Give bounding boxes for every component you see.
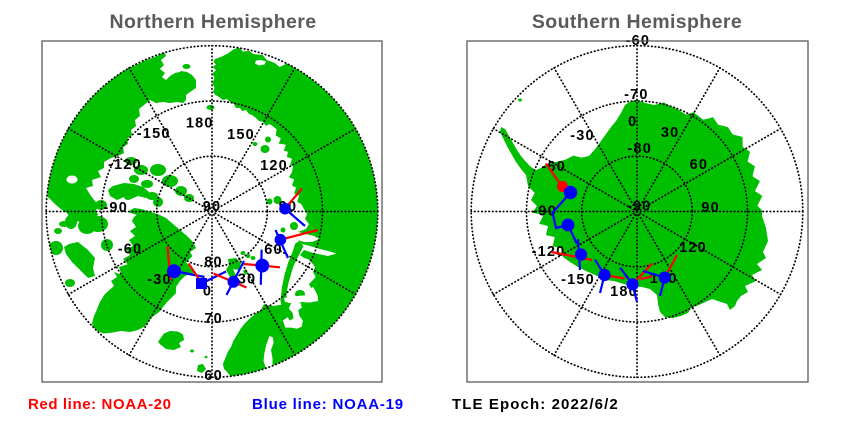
svg-text:80: 80 <box>204 255 223 271</box>
svg-text:-90: -90 <box>103 200 128 216</box>
svg-text:120: 120 <box>260 158 288 174</box>
svg-text:0: 0 <box>203 284 212 300</box>
svg-text:60: 60 <box>264 242 283 258</box>
svg-text:-80: -80 <box>628 141 653 157</box>
svg-text:0: 0 <box>628 114 637 130</box>
svg-text:180: 180 <box>186 116 214 132</box>
svg-text:-120: -120 <box>532 244 566 260</box>
svg-text:-30: -30 <box>147 272 172 288</box>
svg-text:30: 30 <box>661 125 680 141</box>
svg-text:-60: -60 <box>118 242 143 258</box>
svg-text:120: 120 <box>679 240 707 256</box>
svg-text:-150: -150 <box>561 272 595 288</box>
svg-text:150: 150 <box>227 127 255 143</box>
svg-text:-70: -70 <box>624 87 649 103</box>
svg-text:-90: -90 <box>532 204 557 220</box>
svg-text:30: 30 <box>238 272 257 288</box>
svg-text:Red line: NOAA-20: Red line: NOAA-20 <box>28 396 172 413</box>
svg-text:60: 60 <box>690 157 709 173</box>
svg-text:Blue line: NOAA-19: Blue line: NOAA-19 <box>252 396 404 413</box>
svg-text:-90: -90 <box>627 199 652 215</box>
svg-text:-150: -150 <box>137 126 171 142</box>
svg-text:-30: -30 <box>570 128 595 144</box>
svg-text:90: 90 <box>203 199 222 215</box>
svg-text:-120: -120 <box>108 157 142 173</box>
svg-text:70: 70 <box>204 311 223 327</box>
svg-text:-60: -60 <box>541 159 566 175</box>
svg-text:90: 90 <box>701 200 720 216</box>
svg-text:TLE Epoch: 2022/6/2: TLE Epoch: 2022/6/2 <box>452 396 619 413</box>
svg-text:Southern Hemisphere: Southern Hemisphere <box>532 11 742 33</box>
svg-text:Northern Hemisphere: Northern Hemisphere <box>110 11 317 33</box>
svg-text:60: 60 <box>204 368 223 384</box>
